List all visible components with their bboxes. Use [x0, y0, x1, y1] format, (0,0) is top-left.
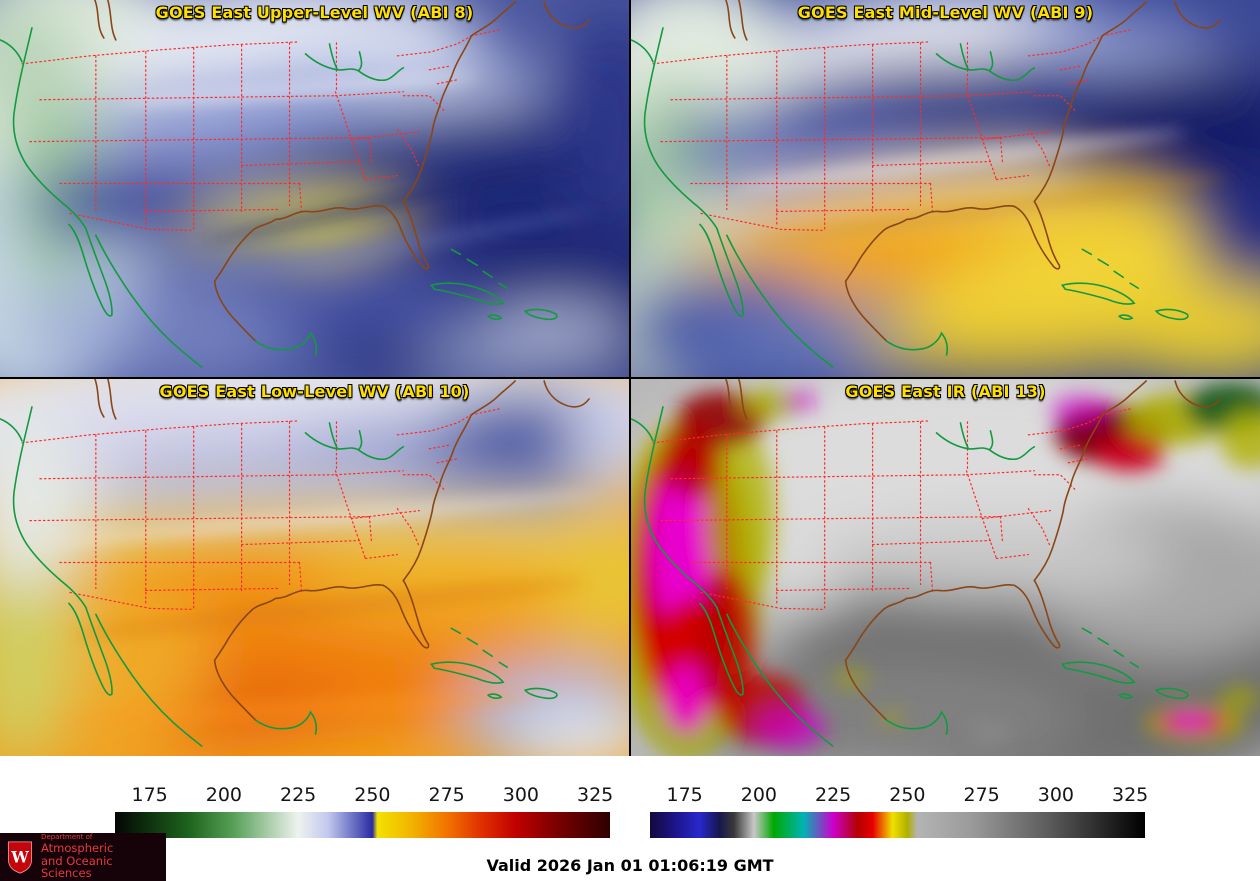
colorbar-tick: 200 [740, 784, 778, 806]
logo-dept-line2: and Oceanic Sciences [41, 853, 113, 881]
uw-crest-icon: W [8, 840, 32, 874]
colorbar-tick: 300 [502, 784, 540, 806]
colorbar-tick: 325 [1112, 784, 1149, 806]
wv-colorbar: 175 200 225 250 275 300 325 [115, 782, 614, 838]
low-level-wv-image [0, 379, 629, 756]
panel-upper-level-wv: GOES East Upper-Level WV (ABI 8) [0, 0, 629, 377]
footer: 175 200 225 250 275 300 325 175 200 225 … [0, 756, 1260, 881]
ir-colorbar: 175 200 225 250 275 300 325 [650, 782, 1149, 838]
ir-colorbar-gradient [650, 812, 1145, 838]
mid-level-wv-image [631, 0, 1260, 377]
colorbar-tick: 200 [205, 784, 243, 806]
logo-dept-line1: Atmospheric [41, 840, 114, 855]
colorbar-tick: 250 [889, 784, 926, 806]
wv-colorbar-ticks: 175 200 225 250 275 300 325 [115, 782, 614, 810]
colorbar-tick: 225 [280, 784, 317, 806]
panel-low-level-wv: GOES East Low-Level WV (ABI 10) [0, 379, 629, 756]
colorbar-tick: 300 [1037, 784, 1075, 806]
uw-crest-letter: W [10, 847, 29, 866]
colorbar-tick: 175 [131, 784, 168, 806]
valid-time-label: Valid 2026 Jan 01 01:06:19 GMT [486, 856, 774, 875]
satellite-quad-view: GOES East Upper-Level WV (ABI 8) [0, 0, 1260, 756]
colorbar-tick: 225 [815, 784, 852, 806]
uw-logo: W Department of Atmospheric and Oceanic … [0, 833, 166, 881]
panel-mid-level-wv: GOES East Mid-Level WV (ABI 9) [631, 0, 1260, 377]
ir-image [631, 379, 1260, 756]
uw-logo-text: Department of Atmospheric and Oceanic Sc… [41, 834, 160, 880]
ir-colorbar-ticks: 175 200 225 250 275 300 325 [650, 782, 1149, 810]
colorbar-tick: 275 [963, 784, 1000, 806]
wv-colorbar-gradient [115, 812, 610, 838]
panel-ir: GOES East IR (ABI 13) [631, 379, 1260, 756]
upper-level-wv-image [0, 0, 629, 377]
logo-dept-prefix: Department of [41, 833, 93, 842]
colorbar-tick: 175 [666, 784, 703, 806]
colorbar-tick: 325 [577, 784, 614, 806]
colorbar-tick: 275 [428, 784, 465, 806]
colorbar-tick: 250 [354, 784, 391, 806]
